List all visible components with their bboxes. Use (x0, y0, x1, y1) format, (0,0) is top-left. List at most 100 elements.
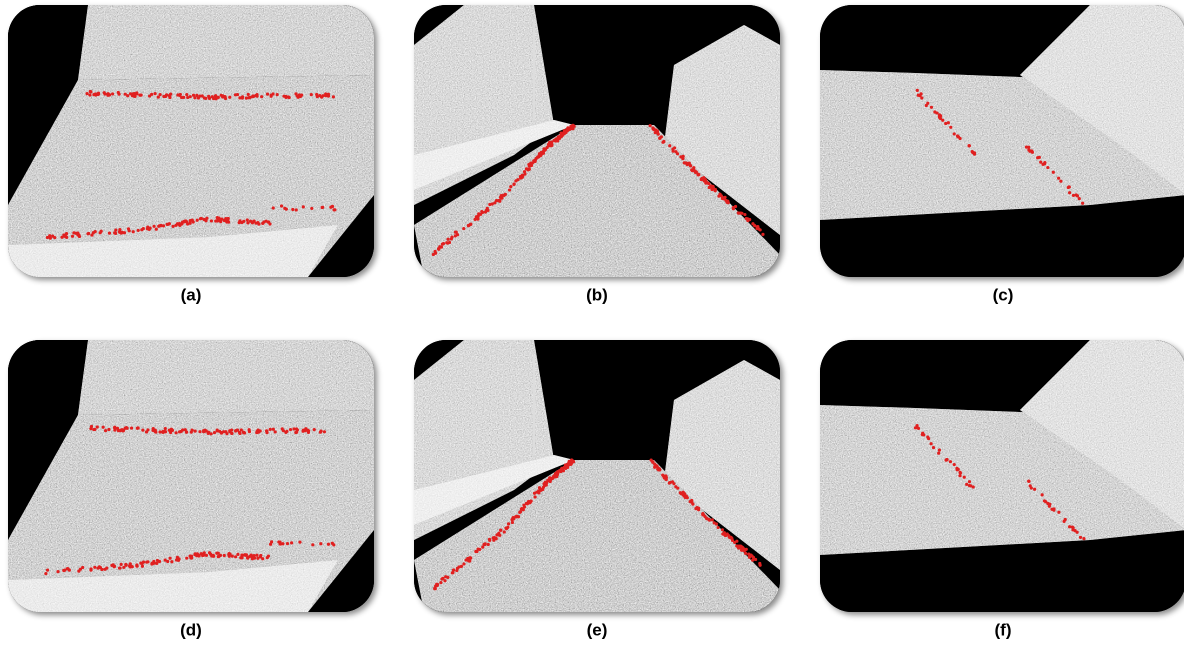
red-point (921, 432, 924, 435)
point-cloud-image (8, 5, 374, 277)
red-point (1059, 180, 1062, 183)
red-point (930, 106, 933, 109)
red-point (469, 556, 472, 559)
red-point (156, 559, 159, 562)
red-point (434, 584, 437, 587)
panel (414, 5, 780, 277)
red-point (965, 483, 968, 486)
red-point (189, 556, 192, 559)
red-point (522, 504, 525, 507)
red-point (213, 431, 216, 434)
red-point (190, 431, 193, 434)
red-point (195, 94, 198, 97)
red-point (668, 144, 671, 147)
red-point (432, 253, 435, 256)
red-point (168, 557, 171, 560)
red-point (236, 93, 239, 96)
red-point (285, 207, 288, 210)
red-point (240, 556, 243, 559)
red-point (550, 142, 553, 145)
red-point (707, 182, 710, 185)
red-point (445, 241, 448, 244)
red-point (1072, 526, 1075, 529)
red-point (959, 471, 962, 474)
red-point (295, 208, 298, 211)
red-point (564, 467, 567, 470)
red-point (110, 564, 113, 567)
red-point (216, 429, 219, 432)
red-point (537, 491, 540, 494)
red-point (968, 484, 971, 487)
red-point (238, 431, 241, 434)
red-point (742, 547, 745, 550)
red-point (310, 93, 313, 96)
red-point (126, 427, 129, 430)
red-point (663, 476, 666, 479)
red-point (274, 430, 277, 433)
red-point (180, 430, 183, 433)
red-point (141, 565, 144, 568)
red-point (51, 235, 54, 238)
red-point (1041, 493, 1044, 496)
red-point (522, 508, 525, 511)
red-point (210, 219, 213, 222)
red-point (321, 94, 324, 97)
point-cloud-image (414, 340, 780, 612)
red-point (1073, 529, 1076, 532)
red-point (313, 428, 316, 431)
red-point (198, 430, 201, 433)
red-point (958, 474, 961, 477)
red-point (235, 429, 238, 432)
red-point (174, 431, 177, 434)
red-point (972, 485, 975, 488)
red-point (138, 94, 141, 97)
red-point (185, 220, 188, 223)
red-point (478, 548, 481, 551)
red-point (319, 542, 322, 545)
red-point (930, 442, 933, 445)
panel-caption: (c) (993, 285, 1014, 304)
red-point (100, 230, 103, 233)
red-point (661, 141, 664, 144)
vegetation (78, 340, 374, 415)
red-point (693, 169, 696, 172)
red-point (735, 540, 738, 543)
red-point (476, 217, 479, 220)
red-point (1046, 166, 1049, 169)
red-point (200, 217, 203, 220)
red-point (971, 150, 974, 153)
red-point (1081, 202, 1084, 205)
red-point (1072, 194, 1075, 197)
red-point (671, 148, 674, 151)
red-point (176, 222, 179, 225)
red-point (570, 462, 573, 465)
red-point (708, 186, 711, 189)
red-point (927, 437, 930, 440)
red-point (243, 553, 246, 556)
red-point (539, 154, 542, 157)
red-point (130, 565, 133, 568)
red-point (528, 165, 531, 168)
red-point (935, 111, 938, 114)
red-point (450, 236, 453, 239)
red-point (137, 229, 140, 232)
red-point (223, 554, 226, 557)
red-point (113, 428, 116, 431)
red-point (221, 94, 224, 97)
red-point (238, 221, 241, 224)
red-point (164, 559, 167, 562)
red-point (175, 558, 178, 561)
red-point (225, 432, 228, 435)
red-point (743, 213, 746, 216)
red-point (467, 224, 470, 227)
red-point (674, 150, 677, 153)
red-point (319, 431, 322, 434)
red-point (527, 500, 530, 503)
red-point (507, 522, 510, 525)
red-point (684, 161, 687, 164)
red-point (114, 228, 117, 231)
red-point (542, 486, 545, 489)
red-point (189, 222, 192, 225)
red-point (161, 431, 164, 434)
red-point (737, 212, 740, 215)
